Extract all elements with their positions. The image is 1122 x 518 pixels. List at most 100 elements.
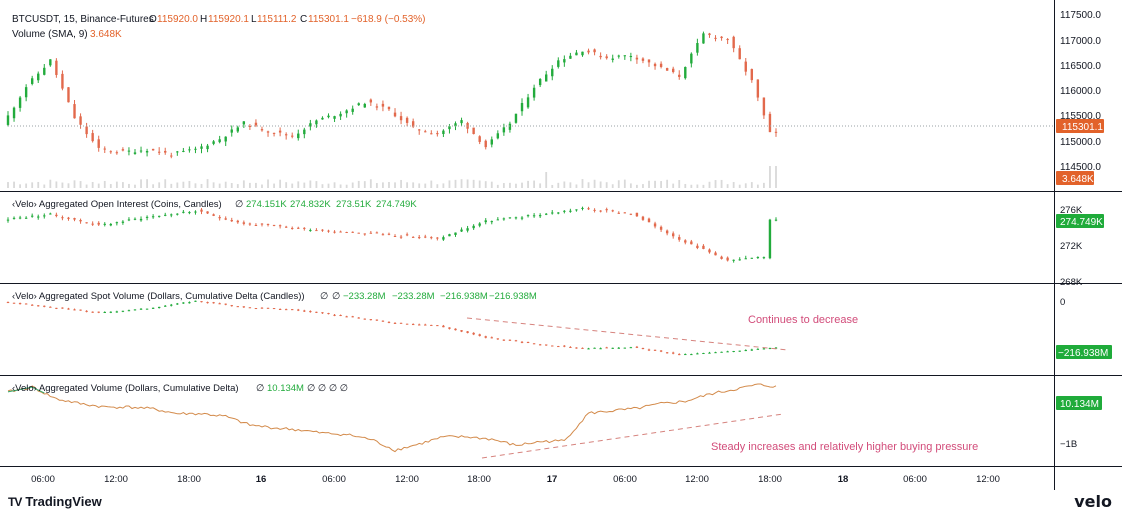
candle-body [520,103,524,112]
candle-body [351,108,354,112]
ohlc-high-value: 115920.1 [208,14,249,25]
volume-bar [738,184,741,188]
candle-body [484,336,487,338]
candle-body [206,302,209,304]
spot-badge-text: −216.938M [1058,348,1108,359]
candle-body [460,120,463,124]
candle-body [538,215,542,217]
volume-bar [55,181,58,188]
candle-body [738,48,741,60]
volume-bar [85,184,88,188]
candle-body [448,327,451,329]
candle-body [157,151,161,153]
time-tick: 18:00 [467,474,491,485]
volume-indicator-label[interactable]: Volume (SMA, 9) [12,29,88,40]
volume-bar [490,181,493,188]
volume-bar [19,184,21,188]
candle-body [85,222,88,224]
candle-body [357,317,360,319]
volume-bar [545,172,548,188]
agg-legend-label[interactable]: ‹Velo› Aggregated Volume (Dollars, Cumul… [12,383,239,394]
price-tick: 115500.0 [1060,111,1101,122]
candle-body [151,307,155,309]
volume-bar [140,179,142,188]
candle-body [690,354,693,356]
candle-body [496,133,500,139]
candle-body [520,217,524,219]
candle-body [272,132,276,134]
candle-body [127,150,131,152]
candle-body [79,309,82,311]
volume-bar [37,181,40,188]
tradingview-logo[interactable]: TV TradingView [8,494,102,509]
agg-trend-line[interactable] [481,413,784,459]
candle-body [109,311,113,313]
candle-body [436,325,439,327]
candle-body [91,311,94,313]
candle-body [472,225,475,229]
time-tick: 06:00 [322,474,346,485]
tradingview-mark-icon: TV [8,494,22,509]
candle-body [466,228,469,231]
candle-body [436,133,439,135]
volume-bar [176,182,179,188]
volume-bar [478,180,481,188]
candle-body [115,152,119,154]
volume-bar [25,183,28,188]
candle-body [248,223,252,225]
candle-body [538,79,542,86]
price-axis[interactable]: 117500.0 117000.0 116500.0 116000.0 1155… [1060,10,1101,173]
candle-body [424,131,427,133]
candle-body [49,213,52,215]
candle-body [121,221,125,223]
candle-body [514,113,518,123]
candle-body [43,67,46,75]
candle-body [653,223,657,227]
candle-body [375,319,379,321]
volume-bar [448,180,451,188]
volume-bar [200,183,203,188]
price-tick: 116000.0 [1060,86,1101,97]
candle-body [526,215,530,217]
candle-body [605,56,608,59]
candle-body [605,347,608,349]
symbol-label[interactable]: BTCUSDT, 15, Binance-Futures [12,14,154,25]
candle-body [218,303,221,305]
candle-body [744,61,747,72]
candle-body [315,311,318,313]
candle-body [508,339,512,341]
volume-bar [327,183,330,188]
candle-body [659,226,663,230]
candle-body [678,74,681,77]
candle-body [593,49,596,53]
oi-legend-label[interactable]: ‹Velo› Aggregated Open Interest (Coins, … [12,199,222,210]
volume-bar [424,183,427,188]
candle-body [157,306,161,309]
candle-body [514,217,518,219]
spot-trend-line[interactable] [466,317,789,351]
candle-body [194,148,197,150]
candle-body [212,141,215,144]
candle-body [363,318,366,320]
spot-legend-label[interactable]: ‹Velo› Aggregated Spot Volume (Dollars, … [12,291,305,302]
volume-bar [73,180,76,188]
volume-bar [454,179,457,188]
candle-body [309,230,312,232]
candle-body [393,322,397,324]
candle-body [73,218,76,220]
candle-body [617,212,620,214]
candle-body [563,59,566,63]
candle-body [309,311,312,313]
candle-body [315,120,318,125]
candle-body [581,207,584,209]
footer: TV TradingView velo [0,490,1122,518]
time-axis[interactable]: 06:00 12:00 18:00 16 06:00 12:00 18:00 1… [31,474,1000,485]
candle-body [599,210,602,212]
candle-body [454,123,457,127]
volume-bar [636,184,638,188]
candle-body [768,347,772,349]
volume-bar [31,182,34,188]
candle-body [170,155,173,157]
volume-bar [121,182,124,188]
candle-body [206,145,209,150]
